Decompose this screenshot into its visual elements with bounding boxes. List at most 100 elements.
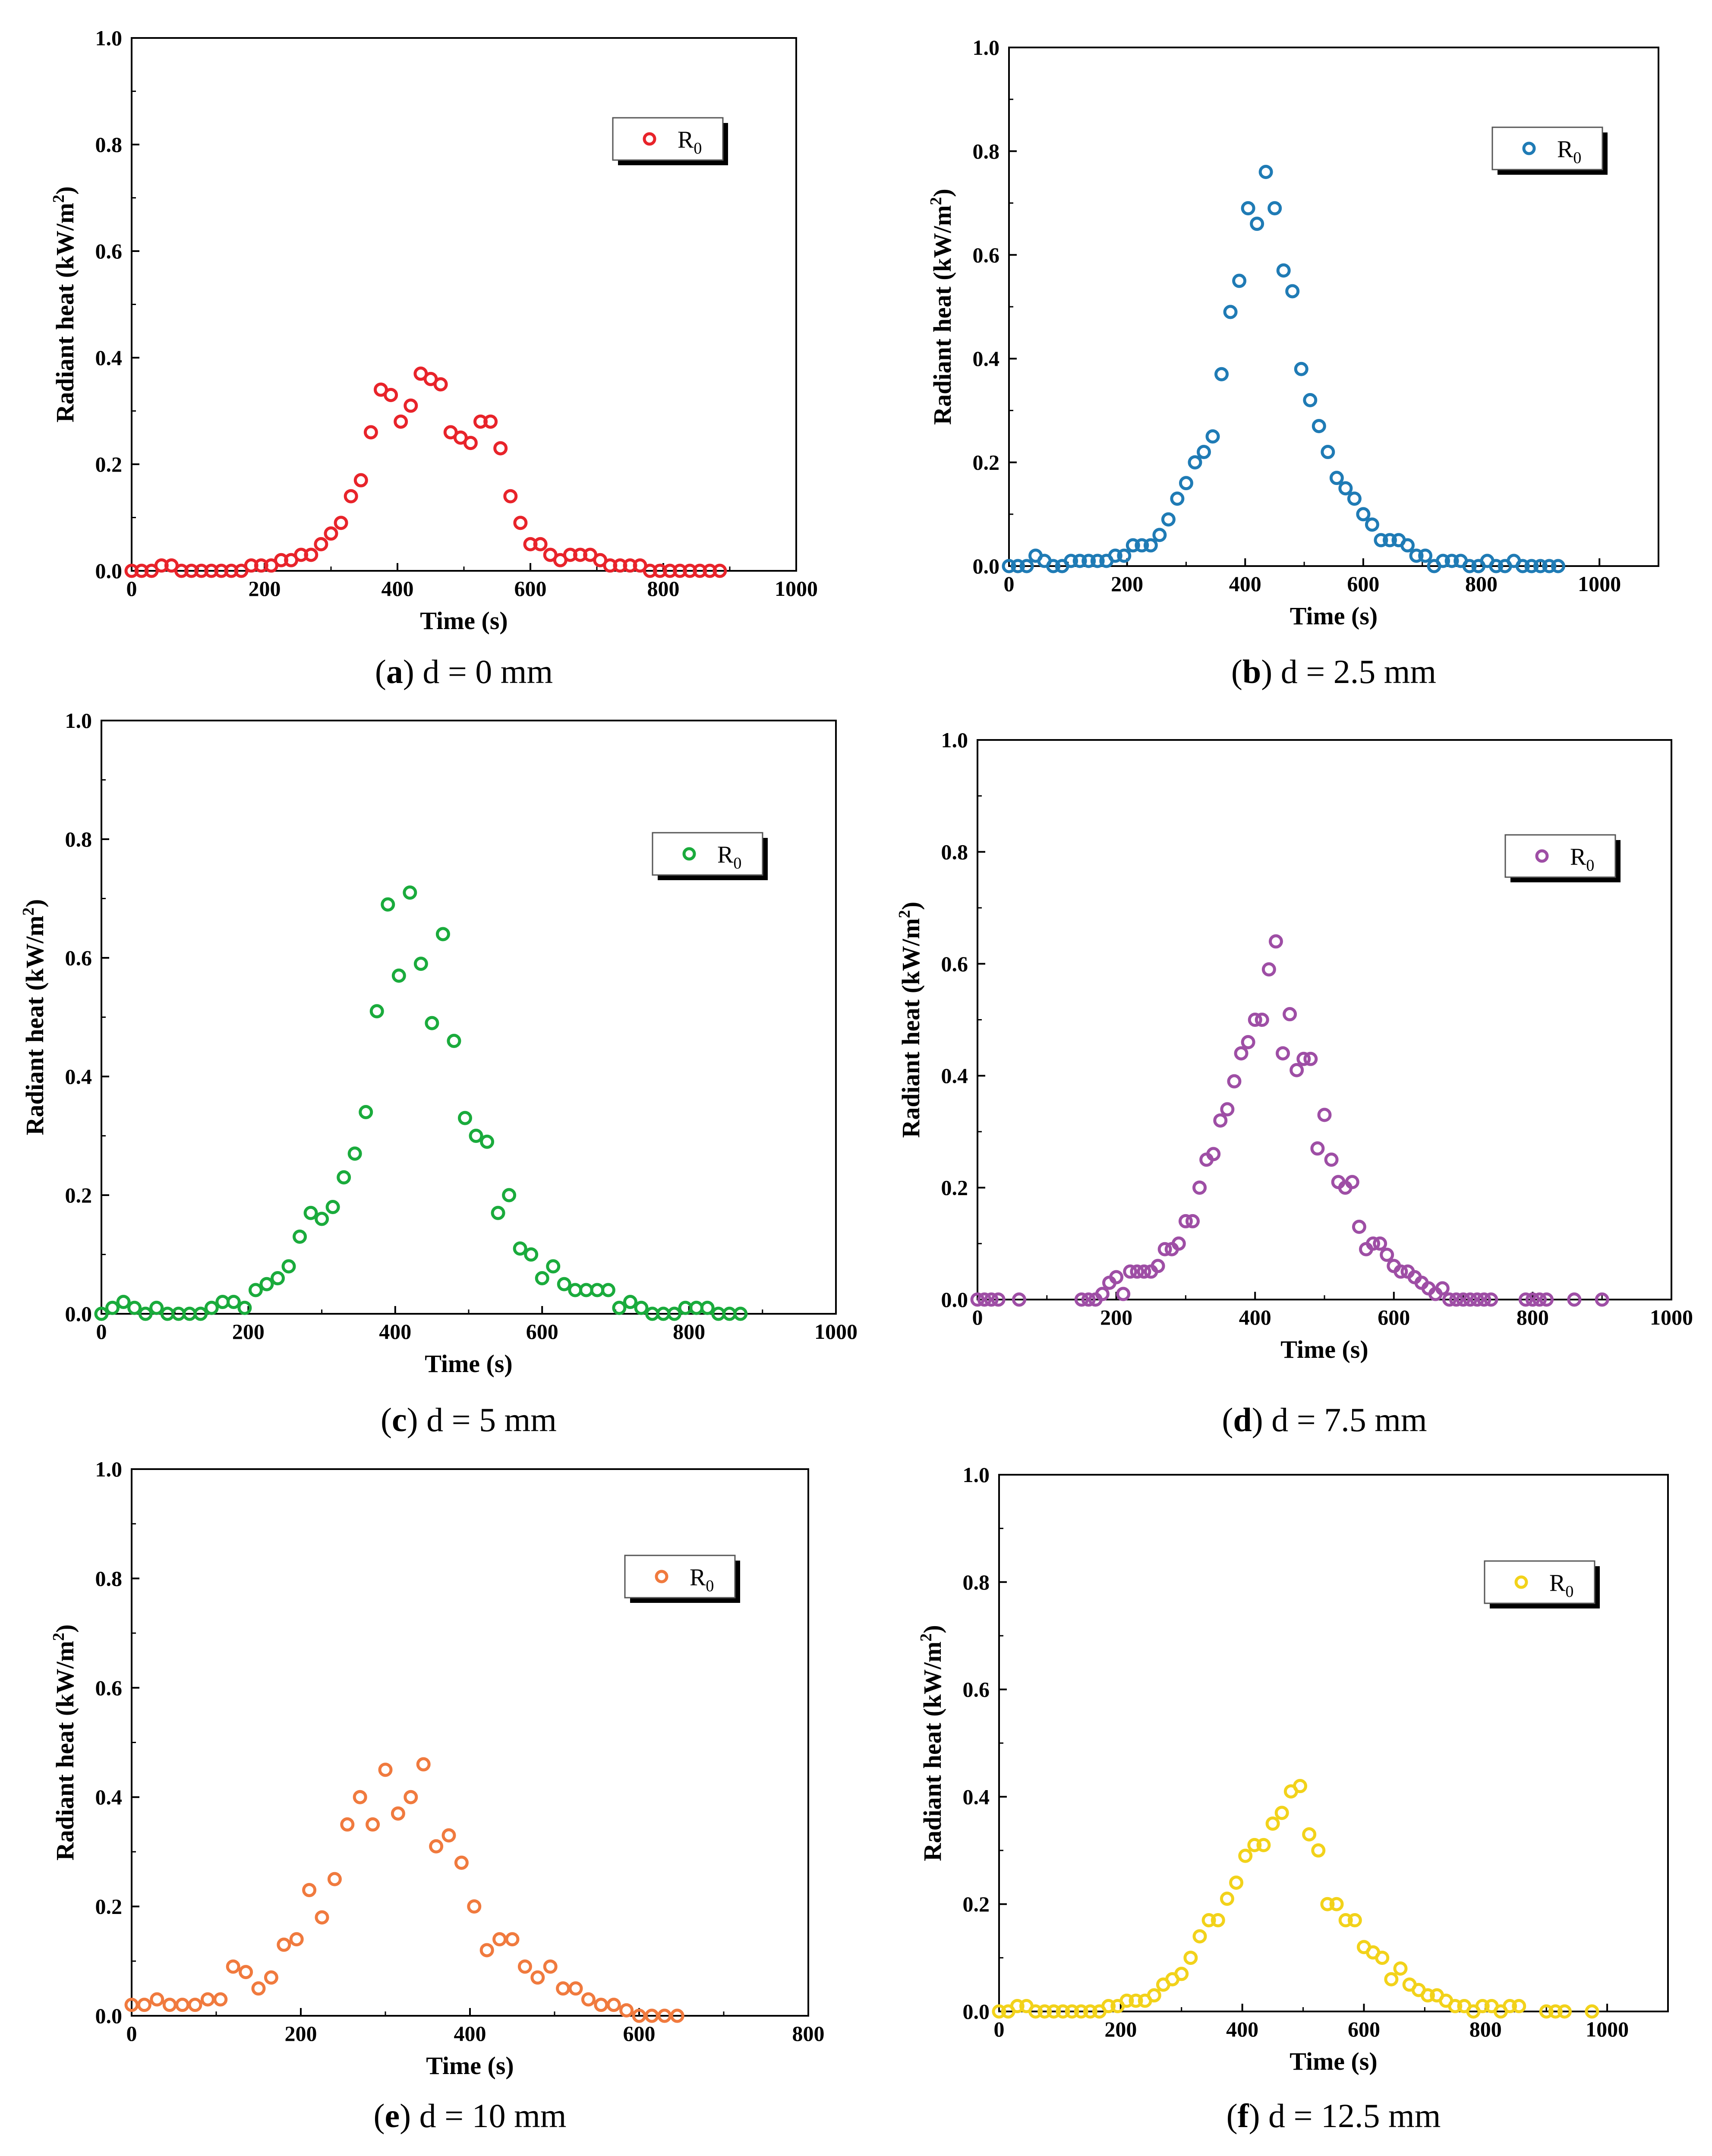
data-point — [1179, 476, 1193, 491]
data-point — [556, 1981, 571, 1996]
y-axis-label-superscript: 2 — [19, 907, 38, 916]
data-point — [1241, 201, 1255, 216]
data-point — [447, 1034, 461, 1048]
caption-close-paren: ) — [1261, 653, 1280, 690]
data-point — [1420, 1988, 1435, 2003]
data-point — [1518, 1292, 1533, 1307]
data-point — [1418, 548, 1433, 563]
data-point — [1310, 1141, 1325, 1156]
data-point — [213, 1992, 228, 2007]
legend-label-main: R — [678, 126, 694, 153]
y-axis-label-superscript: 2 — [50, 1633, 68, 1641]
y-tick-label: 1.0 — [963, 1463, 990, 1487]
data-point — [1201, 1913, 1216, 1928]
data-point — [1227, 1074, 1242, 1089]
x-tick-label: 400 — [381, 576, 414, 601]
x-tick-label: 600 — [526, 1319, 558, 1344]
x-tick-label: 800 — [1469, 2017, 1502, 2041]
y-axis-label-superscript: 2 — [50, 195, 68, 203]
data-point — [270, 1271, 285, 1285]
data-point — [991, 1292, 1006, 1307]
y-tick-label: 0.6 — [973, 243, 1000, 267]
x-tick-label: 200 — [1100, 1305, 1132, 1329]
x-tick-label: 0 — [1004, 572, 1015, 596]
plot-frame — [131, 1468, 809, 2017]
x-tick-label: 400 — [1239, 1305, 1271, 1329]
data-point — [403, 885, 417, 900]
y-tick-label: 0.0 — [65, 1302, 92, 1326]
y-tick-label: 0.2 — [95, 452, 123, 476]
y-tick-label: 0.0 — [973, 554, 1000, 578]
data-point — [713, 563, 727, 578]
data-point — [1238, 1848, 1253, 1863]
y-tick-label: 0.4 — [941, 1064, 968, 1088]
data-point — [1192, 1180, 1207, 1195]
data-point — [543, 1959, 558, 1974]
data-point — [1302, 1827, 1317, 1841]
y-axis-label: Radiant heat (kW/m2) — [927, 189, 956, 425]
data-point — [1047, 2004, 1061, 2019]
legend-marker — [1522, 142, 1536, 155]
data-point — [601, 1283, 615, 1297]
data-point — [1258, 164, 1273, 179]
caption-open-paren: ( — [375, 653, 386, 690]
y-axis-label-end: ) — [51, 186, 79, 195]
legend-marker — [1514, 1575, 1528, 1589]
data-point — [239, 1965, 253, 1980]
chart-panel-d: 0 200 400 600 800 1000 0.0 0.2 0.4 0.6 0.8 1.0 Time … — [895, 728, 1693, 1438]
data-point — [1002, 559, 1016, 573]
data-point — [116, 1295, 131, 1309]
data-point — [378, 1763, 393, 1777]
data-point — [433, 377, 448, 392]
y-tick-label: 0.8 — [973, 139, 1000, 163]
data-point — [1324, 1152, 1339, 1167]
data-point — [315, 1212, 329, 1226]
data-point — [1083, 2004, 1097, 2019]
data-point — [1489, 559, 1504, 573]
data-point — [467, 1899, 482, 1914]
x-tick-label: 600 — [1378, 1305, 1410, 1329]
data-point — [606, 1998, 621, 2012]
data-point — [1188, 455, 1202, 470]
y-axis-label-end: ) — [928, 189, 956, 197]
data-point — [391, 968, 406, 983]
data-point — [1012, 1292, 1026, 1307]
data-point — [1533, 559, 1548, 573]
data-point — [394, 414, 408, 429]
y-tick-label: 0.0 — [963, 1999, 990, 2024]
x-tick-label: 1000 — [814, 1319, 858, 1344]
data-point — [1462, 559, 1477, 573]
data-point — [1151, 1259, 1165, 1273]
data-point — [557, 1277, 571, 1291]
data-point — [1037, 2004, 1052, 2019]
data-point — [344, 489, 358, 504]
data-point — [1444, 554, 1459, 568]
caption-open-paren: ( — [374, 2097, 385, 2134]
data-point — [483, 414, 498, 429]
data-point — [634, 1300, 649, 1315]
data-point — [1393, 1961, 1408, 1976]
data-point — [137, 1998, 151, 2012]
data-point — [1274, 1806, 1289, 1820]
panel-caption: (e) d = 10 mm — [374, 2097, 567, 2134]
x-tick-label: 200 — [249, 576, 281, 601]
data-point — [435, 927, 450, 941]
data-point — [977, 1292, 992, 1307]
legend-label: R0 — [1557, 136, 1581, 167]
data-point — [491, 1205, 505, 1220]
data-point — [1456, 1292, 1471, 1307]
data-point — [94, 1306, 109, 1321]
data-point — [391, 1806, 405, 1821]
data-point — [454, 1855, 469, 1870]
x-tick-label: 400 — [379, 1319, 411, 1344]
data-point — [1161, 512, 1176, 527]
chart-panel-b: 0 200 400 600 800 1000 0.0 0.2 0.4 0.6 0.8 1.0 Time … — [927, 35, 1659, 690]
data-point — [1250, 217, 1264, 231]
data-point — [1532, 1292, 1547, 1307]
data-point — [1178, 1214, 1193, 1228]
y-tick-label: 1.0 — [973, 35, 1000, 60]
legend-label: R0 — [678, 126, 702, 157]
x-tick-label: 0 — [126, 576, 137, 601]
data-point — [1117, 548, 1132, 563]
